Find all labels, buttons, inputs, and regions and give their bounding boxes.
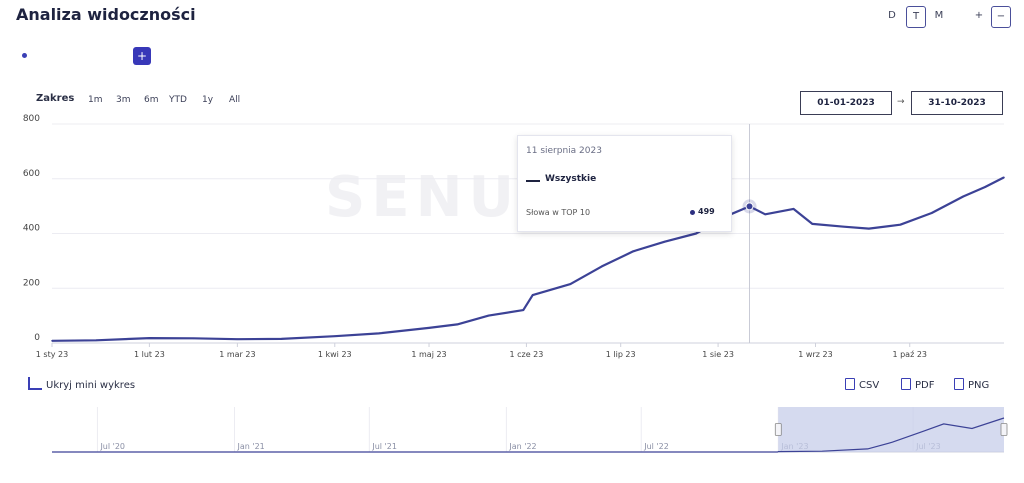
data-point (962, 195, 964, 198)
data-point (930, 212, 933, 214)
mini-tick-label: Jul '20 (99, 442, 125, 451)
x-tick-label: 1 paź 23 (892, 350, 927, 359)
export-png-label: PNG (968, 380, 990, 391)
file-png-icon (954, 378, 964, 390)
data-point (868, 227, 870, 230)
file-csv-icon (845, 378, 855, 390)
x-tick-label: 1 lip 23 (606, 350, 636, 359)
data-point (192, 337, 195, 340)
add-series-button[interactable]: + (133, 47, 151, 65)
mini-tick-label: Jul '21 (371, 442, 397, 451)
x-tick-label: 1 sie 23 (702, 350, 734, 359)
date-range-separator: → (897, 97, 905, 107)
tooltip-series-name: Wszystkie (545, 174, 597, 184)
data-point (695, 232, 697, 235)
data-point (842, 225, 845, 228)
hide-mini-chart-label: Ukryj mini wykres (46, 380, 136, 391)
x-tick-label: 1 wrz 23 (798, 350, 832, 359)
hover-point (745, 202, 754, 211)
chart-tooltip: 11 sierpnia 2023 Wszystkie Słowa w TOP 1… (517, 135, 732, 232)
hide-mini-chart-toggle[interactable]: Ukryj mini wykres (28, 377, 135, 391)
data-point (601, 265, 603, 268)
file-pdf-icon (901, 378, 911, 390)
data-point (428, 327, 430, 329)
data-point (236, 338, 239, 340)
granularity-week[interactable]: T (906, 6, 926, 28)
data-point (333, 335, 336, 337)
export-csv-label: CSV (859, 380, 880, 391)
mini-series-line (52, 417, 1005, 453)
range-3m[interactable]: 3m (116, 95, 131, 105)
mini-tick-label: Jan '22 (508, 442, 536, 451)
zoom-out-button[interactable]: − (991, 6, 1011, 28)
range-1y[interactable]: 1y (202, 95, 214, 105)
range-1m[interactable]: 1m (88, 95, 103, 105)
data-point (632, 250, 635, 253)
granularity-day[interactable]: D (888, 10, 896, 21)
series-color-dot (22, 53, 27, 58)
range-label: Zakres (36, 93, 75, 104)
data-point (1003, 176, 1005, 179)
series-line-wszystkie (51, 176, 1005, 342)
date-from-input[interactable]: 01-01-2023 (800, 91, 892, 115)
data-point (531, 294, 534, 296)
range-6m[interactable]: 6m (144, 95, 159, 105)
granularity-month[interactable]: M (934, 10, 944, 21)
tooltip-value: 499 (698, 207, 715, 216)
x-tick-label: 1 sty 23 (36, 350, 68, 359)
data-point (148, 337, 151, 339)
data-point (456, 323, 459, 326)
mini-handle-right[interactable] (1000, 423, 1008, 436)
export-pdf-label: PDF (915, 380, 935, 391)
chart-icon (28, 377, 42, 390)
data-point (663, 240, 666, 243)
data-point (487, 314, 490, 317)
page-title: Analiza widoczności (16, 5, 196, 24)
zoom-in-button[interactable]: + (974, 10, 984, 21)
range-ytd[interactable]: YTD (169, 95, 187, 105)
export-pdf-button[interactable]: PDF (901, 378, 934, 391)
data-point (522, 309, 525, 311)
y-tick-label: 0 (34, 333, 40, 343)
data-point (984, 186, 986, 188)
tooltip-metric-label: Słowa w TOP 10 (526, 208, 591, 217)
x-tick-label: 1 cze 23 (509, 350, 543, 359)
data-point (811, 223, 814, 225)
tooltip-date: 11 sierpnia 2023 (526, 146, 602, 156)
mini-selection-window (778, 407, 1004, 452)
export-csv-button[interactable]: CSV (845, 378, 879, 391)
data-point (280, 338, 283, 340)
data-point (95, 339, 97, 342)
tooltip-series-swatch (526, 180, 540, 182)
data-point (377, 332, 380, 335)
x-tick-label: 1 mar 23 (219, 350, 255, 359)
mini-handle-left[interactable] (774, 423, 782, 436)
date-to-input[interactable]: 31-10-2023 (911, 91, 1003, 115)
y-tick-label: 200 (23, 278, 40, 288)
mini-tick-label: Jan '21 (237, 442, 265, 451)
y-tick-label: 800 (23, 114, 40, 124)
data-point (899, 223, 902, 226)
range-all[interactable]: All (229, 95, 241, 105)
x-tick-label: 1 kwi 23 (318, 350, 352, 359)
data-point (764, 213, 767, 216)
data-point (792, 208, 795, 210)
y-tick-label: 400 (23, 224, 40, 234)
data-point (569, 283, 572, 285)
export-png-button[interactable]: PNG (954, 378, 989, 391)
y-tick-label: 600 (23, 169, 40, 179)
mini-tick-label: Jul '22 (643, 442, 669, 451)
tooltip-value-dot (690, 210, 695, 215)
x-tick-label: 1 maj 23 (411, 350, 446, 359)
data-point (51, 340, 53, 342)
x-tick-label: 1 lut 23 (134, 350, 165, 359)
